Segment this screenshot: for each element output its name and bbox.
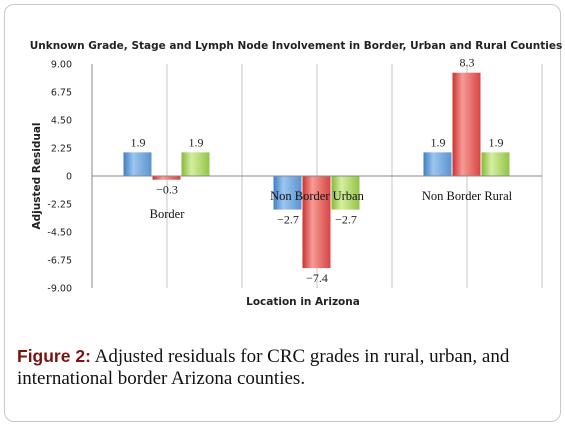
data-label-3-1: 1.9: [189, 135, 204, 149]
chart-title: Unknown Grade, Stage and Lymph Node Invo…: [30, 40, 562, 52]
bars: [123, 72, 510, 269]
bar-3-3: [481, 152, 510, 176]
data-label-1-3: 1.9: [431, 135, 446, 149]
x-axis-label: Location in Arizona: [246, 296, 360, 308]
y-axis-label: Adjusted Residual: [31, 122, 43, 229]
data-label-1-1: 1.9: [131, 135, 146, 149]
data-label-1-2: −2.7: [277, 213, 299, 227]
caption-text: Adjusted residuals for CRC grades in rur…: [17, 346, 510, 389]
data-label-2-3: 8.3: [460, 56, 475, 70]
category-labels: Border Non Border Urban Non Border Rural: [150, 189, 513, 221]
bar-2-2: [302, 176, 331, 269]
data-label-3-2: −2.7: [335, 213, 357, 227]
y-tick-label: 9.00: [51, 60, 72, 71]
bar-1-1: [123, 152, 152, 176]
category-label: Border: [150, 207, 186, 221]
y-tick-labels: 9.00 6.75 4.50 2.25 0 -2.25 -4.50 -6.75 -9.00: [47, 60, 72, 295]
bar-1-3: [423, 152, 452, 176]
data-label-3-3: 1.9: [489, 135, 504, 149]
category-label: Non Border Urban: [270, 189, 364, 203]
bar-2-3: [452, 72, 481, 176]
bar-2-1: [152, 176, 181, 180]
bar-3-2: [331, 176, 360, 210]
data-labels: 1.9 −0.3 1.9 −2.7 −7.4 −2.7 1.9 8.3 1.9: [131, 56, 504, 285]
y-tick-label: 0: [66, 172, 72, 183]
y-tick-label: 4.50: [51, 116, 72, 127]
y-tick-label: -9.00: [47, 284, 72, 295]
y-tick-label: -2.25: [47, 200, 72, 211]
residuals-bar-chart: Unknown Grade, Stage and Lymph Node Invo…: [30, 40, 562, 308]
y-tick-label: 6.75: [51, 88, 72, 99]
y-tick-label: 2.25: [51, 144, 72, 155]
category-label: Non Border Rural: [422, 189, 513, 203]
data-label-2-1: −0.3: [156, 183, 178, 197]
data-label-2-2: −7.4: [306, 271, 328, 285]
y-tick-label: -4.50: [47, 228, 72, 239]
caption-label: Figure 2:: [17, 346, 91, 366]
bar-3-1: [181, 152, 210, 176]
bar-1-2: [273, 176, 302, 210]
y-tick-label: -6.75: [47, 256, 72, 267]
figure-caption: Figure 2: Adjusted residuals for CRC gra…: [17, 345, 552, 390]
